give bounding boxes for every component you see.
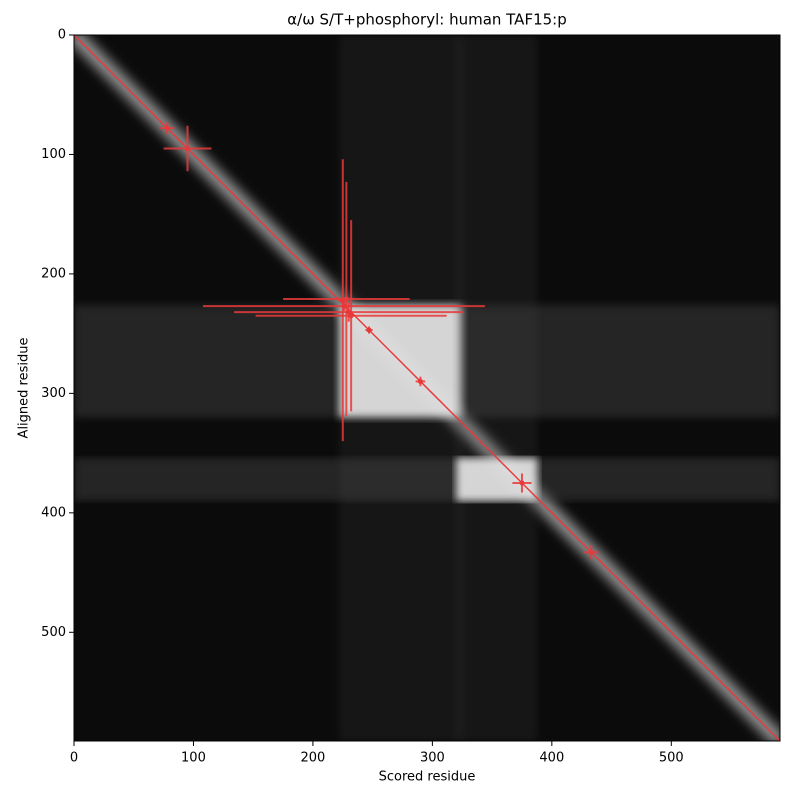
- point: [164, 125, 170, 131]
- band: [456, 35, 538, 741]
- x-axis-label: Scored residue: [379, 770, 476, 785]
- point: [519, 480, 525, 486]
- x-tick-label: 500: [659, 751, 684, 766]
- x-tick-label: 400: [539, 751, 564, 766]
- point: [343, 296, 349, 302]
- point: [588, 549, 594, 555]
- x-tick-label: 300: [420, 751, 445, 766]
- x-tick-label: 200: [301, 751, 326, 766]
- x-tick-label: 100: [181, 751, 206, 766]
- y-tick-label: 500: [41, 625, 66, 640]
- plot-frame: [73, 34, 781, 742]
- point: [184, 145, 190, 151]
- bright-block: [456, 457, 538, 501]
- point: [341, 303, 347, 309]
- diagonal-line: [74, 35, 780, 741]
- y-tick-label: 300: [41, 386, 66, 401]
- point: [348, 313, 354, 319]
- x-tick-label: 0: [70, 751, 78, 766]
- point: [346, 309, 352, 315]
- plot-area: [74, 35, 780, 741]
- y-tick-label: 400: [41, 505, 66, 520]
- y-axis-label: Aligned residue: [17, 338, 32, 439]
- band: [74, 457, 780, 501]
- point: [417, 378, 423, 384]
- point: [366, 327, 372, 333]
- y-tick-label: 0: [58, 28, 66, 43]
- chart-title: α/ω S/T+phosphoryl: human TAF15:p: [287, 11, 566, 29]
- y-tick-label: 100: [41, 147, 66, 162]
- y-tick-label: 200: [41, 266, 66, 281]
